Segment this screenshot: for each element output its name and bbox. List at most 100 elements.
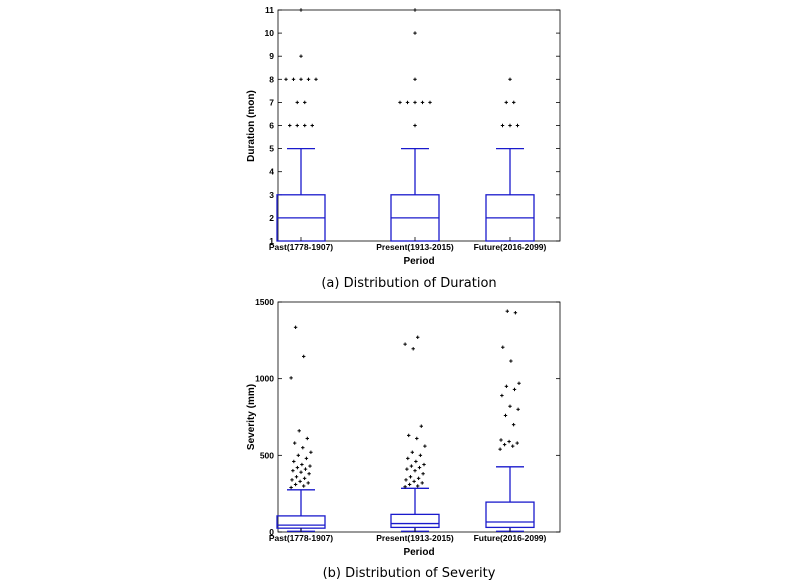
outlier-point (421, 472, 425, 476)
outlier-point (307, 472, 311, 476)
outlier-point (304, 456, 309, 461)
outlier-point (302, 354, 306, 359)
outlier-point (309, 450, 313, 454)
outlier-point (302, 476, 307, 481)
outlier-point (406, 456, 410, 461)
outlier-point (515, 123, 520, 128)
outlier-point (419, 424, 423, 428)
outlier-point (289, 485, 293, 490)
outlier-point (290, 478, 294, 482)
outlier-point (500, 123, 505, 128)
y-tick-label: 2 (269, 213, 274, 223)
severity-x-axis-label: Period (403, 547, 434, 558)
outlier-point (412, 479, 416, 484)
y-tick-label: 0 (269, 527, 274, 537)
outlier-point (295, 465, 300, 470)
outlier-point (423, 444, 427, 448)
outlier-point (513, 311, 518, 315)
outlier-point (295, 123, 299, 128)
outlier-point (516, 407, 520, 412)
outlier-point (504, 384, 509, 389)
outlier-point (405, 467, 409, 471)
severity-y-ticks: 0 500 1000 1500 (255, 297, 560, 537)
outlier-point (410, 450, 414, 454)
outlier-point (314, 77, 318, 81)
outlier-point (299, 54, 303, 58)
y-tick-label: 11 (265, 5, 274, 15)
duration-boxes (276, 8, 535, 242)
outlier-point (306, 77, 311, 81)
outlier-point (413, 100, 417, 105)
outlier-point (288, 123, 292, 128)
outlier-point (298, 479, 302, 484)
box-future-2016-2099 (485, 77, 535, 242)
y-tick-label: 9 (269, 51, 274, 61)
outlier-point (403, 485, 407, 489)
outlier-point (407, 482, 412, 487)
outlier-point (415, 436, 419, 441)
y-tick-label: 500 (260, 450, 274, 460)
outlier-point (295, 100, 299, 105)
outlier-point (297, 429, 301, 433)
outlier-point (403, 342, 407, 346)
duration-panel: 1 2 3 4 5 6 7 8 9 10 11 Past(1778-1907) Present(191… (246, 5, 561, 291)
duration-x-ticks: Past(1778-1907) Present(1913-2015) Future(… (269, 237, 547, 252)
outlier-point (417, 465, 422, 470)
x-tick-label: Present(1913-2015) (376, 242, 454, 252)
outlier-point (407, 433, 411, 438)
outlier-point (413, 8, 417, 12)
outlier-point (303, 467, 308, 471)
outlier-point (512, 100, 516, 105)
box-present-1913-2015 (390, 335, 440, 532)
outlier-point (501, 345, 505, 349)
severity-y-axis-label: Severity (mm) (246, 384, 257, 450)
outlier-point (504, 100, 508, 105)
outlier-point (294, 475, 299, 479)
outlier-point (413, 77, 417, 81)
severity-plot-frame (277, 301, 561, 533)
outlier-point (420, 100, 425, 105)
outlier-point (416, 484, 420, 488)
box-present-1913-2015 (390, 8, 440, 242)
outlier-point (300, 462, 304, 467)
outlier-point (293, 482, 298, 487)
x-tick-label: Past(1778-1907) (269, 533, 333, 543)
outlier-point (289, 376, 293, 380)
box-past-1778-1907 (276, 8, 326, 242)
outlier-point (293, 325, 298, 329)
outlier-point (509, 359, 513, 363)
duration-y-ticks: 1 2 3 4 5 6 7 8 9 10 11 (265, 5, 560, 246)
outlier-point (507, 439, 511, 444)
severity-caption: (b) Distribution of Severity (323, 566, 496, 581)
outlier-point (299, 8, 303, 12)
x-tick-label: Future(2016-2099) (474, 533, 547, 543)
y-tick-label: 10 (265, 28, 275, 38)
outlier-point (296, 453, 300, 458)
outlier-point (508, 77, 512, 81)
box-future-2016-2099 (485, 309, 535, 532)
outlier-point (416, 335, 420, 339)
x-tick-label: Present(1913-2015) (376, 533, 454, 543)
outlier-point (409, 464, 414, 468)
outlier-point (503, 413, 508, 418)
y-tick-label: 1000 (255, 374, 274, 384)
x-tick-label: Past(1778-1907) (269, 242, 333, 252)
outlier-point (511, 444, 515, 448)
outlier-point (413, 468, 417, 473)
outlier-point (418, 453, 423, 458)
outlier-point (291, 77, 296, 81)
outlier-point (291, 468, 295, 473)
outlier-point (305, 436, 309, 441)
outlier-point (404, 478, 408, 482)
y-tick-label: 4 (269, 167, 274, 177)
outlier-point (517, 381, 521, 385)
x-tick-label: Future(2016-2099) (474, 242, 547, 252)
iqr-box (390, 513, 440, 529)
outlier-point (398, 100, 402, 105)
outlier-point (284, 77, 288, 81)
severity-x-ticks: Past(1778-1907) Present(1913-2015) Future(… (269, 528, 547, 543)
y-tick-label: 3 (269, 190, 274, 200)
outlier-point (306, 481, 310, 485)
outlier-point (303, 100, 307, 105)
